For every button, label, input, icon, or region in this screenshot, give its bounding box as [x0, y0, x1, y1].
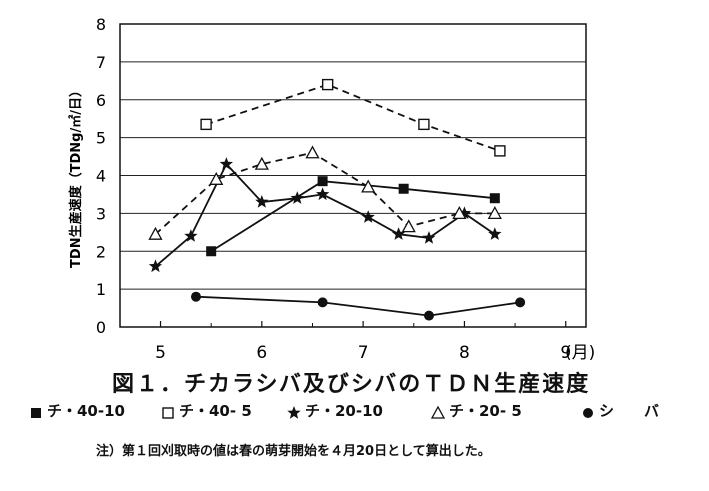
x-tick-label: 7 [358, 343, 369, 363]
series-line-5 [195, 295, 521, 317]
legend-marker-icon [583, 407, 593, 418]
data-point-5 [317, 297, 328, 308]
y-tick-label: 5 [96, 129, 106, 148]
data-point-3 [391, 227, 406, 240]
data-point-4 [254, 156, 269, 170]
data-point-5 [190, 291, 201, 302]
x-tick-label: 9 [560, 343, 571, 363]
data-point-2 [418, 118, 430, 131]
data-point-3 [219, 157, 233, 170]
x-tick-label: 6 [256, 343, 267, 363]
data-point-4 [361, 179, 376, 193]
data-point-3 [255, 195, 269, 208]
data-point-4 [401, 219, 416, 233]
series-line-2 [205, 83, 501, 152]
legend-marker [162, 406, 174, 419]
legend-item: シ バ [580, 400, 659, 421]
legend-marker-icon [430, 405, 446, 419]
legend-marker-icon [31, 407, 41, 418]
chart-svg: 0 1 2 3 4 5 6 7 8 5 6 7 8 9 TDN生産速度（TDNg/㎡/日） (月) [68, 15, 595, 363]
y-tick-label: 2 [96, 242, 106, 261]
x-axis-ticks: 5 6 7 8 9 [155, 321, 571, 363]
data-point-4 [452, 206, 467, 220]
data-point-3 [148, 259, 163, 273]
data-series [148, 78, 526, 321]
data-point-3 [488, 227, 502, 240]
y-tick-label: 0 [96, 318, 106, 337]
data-point-3 [457, 206, 472, 219]
data-point-3 [422, 231, 436, 244]
y-tick-label: 6 [96, 91, 106, 110]
legend-label: シ バ [599, 402, 660, 420]
data-point-4 [209, 171, 224, 185]
legend-label: チ・40-10 [47, 402, 125, 420]
data-point-1 [317, 176, 328, 187]
data-point-1 [206, 246, 217, 257]
series-line-4 [154, 151, 495, 235]
data-point-4 [487, 206, 502, 220]
footnote: 注）第１回刈取時の値は春の萌芽開始を４月20日として算出した。 [96, 444, 491, 459]
y-tick-label: 1 [96, 280, 106, 299]
data-point-3 [290, 191, 304, 204]
legend-marker-icon [287, 405, 301, 419]
data-point-1 [398, 183, 409, 194]
data-point-4 [305, 145, 320, 159]
x-tick-label: 8 [459, 343, 470, 363]
data-point-2 [200, 118, 212, 131]
figure-title: 図１．チカラシバ及びシバのＴＤＮ生産速度 [112, 372, 591, 397]
data-point-1 [489, 193, 500, 204]
y-tick-label: 3 [96, 204, 106, 223]
x-unit-label: (月) [565, 343, 595, 363]
legend-marker [583, 407, 593, 418]
y-tick-label: 4 [96, 167, 106, 186]
data-point-3 [316, 187, 330, 201]
legend-item: チ・40- 5 [160, 400, 252, 421]
data-point-5 [515, 297, 526, 308]
legend-marker [430, 405, 446, 419]
y-tick-label: 8 [96, 15, 106, 34]
legend-label: チ・40- 5 [179, 402, 252, 420]
series-line-1 [210, 180, 495, 253]
data-point-3 [361, 210, 375, 223]
legend-marker [31, 407, 41, 418]
legend-item: チ・20- 5 [430, 400, 522, 421]
legend-marker [287, 405, 301, 419]
data-point-2 [321, 78, 334, 91]
plot-area-frame [119, 23, 587, 328]
data-point-4 [148, 226, 163, 240]
y-axis-label: TDN生産速度（TDNg/㎡/日） [68, 84, 84, 268]
y-tick-label: 7 [96, 53, 106, 72]
data-point-5 [423, 310, 434, 321]
legend-item: チ・40-10 [28, 400, 125, 421]
x-tick-label: 5 [155, 343, 166, 363]
legend-marker-icon [162, 406, 174, 419]
data-point-2 [494, 145, 506, 157]
grid-lines [120, 61, 586, 290]
legend-label: チ・20- 5 [449, 402, 522, 420]
legend-item: チ・20-10 [286, 400, 383, 421]
legend-label: チ・20-10 [305, 402, 383, 420]
data-point-3 [184, 229, 198, 242]
y-axis-ticks: 0 1 2 3 4 5 6 7 8 [96, 15, 106, 337]
